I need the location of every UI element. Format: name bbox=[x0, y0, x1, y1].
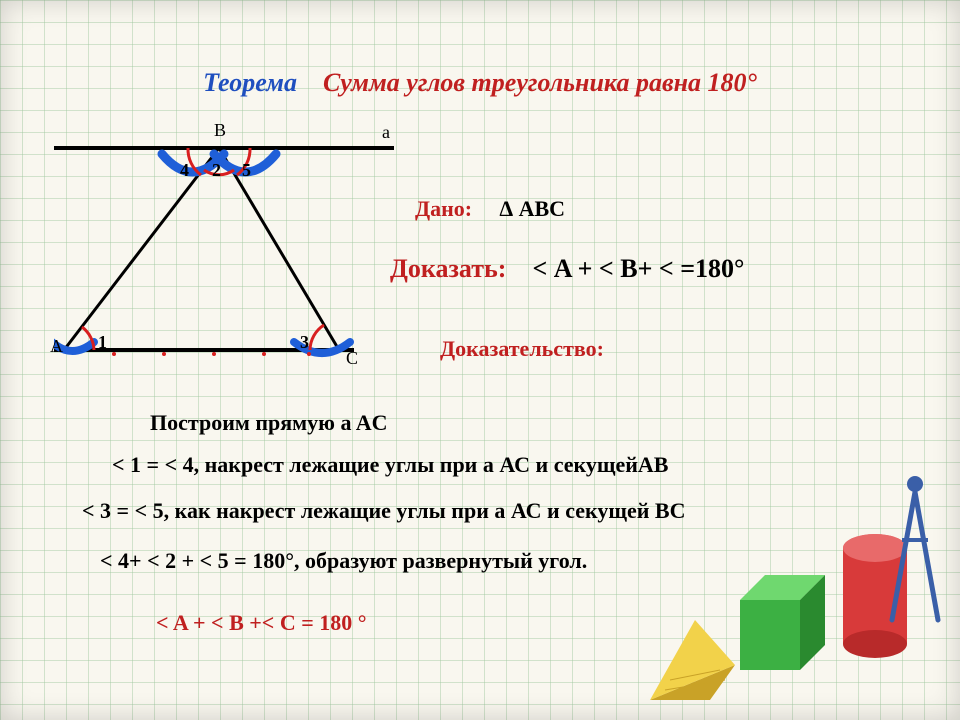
title-text: Сумма углов треугольника равна 180° bbox=[323, 68, 757, 97]
arc-3 bbox=[310, 325, 324, 350]
tick bbox=[162, 352, 166, 356]
slide: Теорема Сумма углов треугольника равна 1… bbox=[0, 0, 960, 720]
proof-line-2: < 1 = < 4, накрест лежащие углы при а АС… bbox=[112, 452, 668, 478]
angle-2: 2 bbox=[212, 160, 221, 181]
given-value: ∆ ABC bbox=[500, 196, 565, 221]
tick bbox=[262, 352, 266, 356]
angle-1: 1 bbox=[98, 332, 107, 353]
side-ab bbox=[64, 148, 219, 350]
proof-line-3: < 3 = < 5, как накрест лежащие углы при … bbox=[82, 498, 685, 524]
tick bbox=[212, 352, 216, 356]
given-label: Дано: bbox=[415, 196, 472, 221]
title-prefix: Теорема bbox=[203, 68, 297, 97]
angle-4: 4 bbox=[180, 160, 189, 181]
proof-line-1: Построим прямую a AC bbox=[150, 410, 388, 436]
label-line-a: a bbox=[382, 122, 390, 143]
label-b: B bbox=[214, 120, 226, 141]
triangle-diagram: A B C a 1 2 3 4 5 bbox=[54, 120, 374, 380]
side-bc bbox=[219, 148, 339, 350]
prove: Доказать: < A + < B+ < =180° bbox=[390, 254, 744, 284]
angle-5: 5 bbox=[242, 160, 251, 181]
prove-value: < A + < B+ < =180° bbox=[532, 254, 744, 283]
proof-conclusion: < A + < B +< C = 180 ° bbox=[156, 610, 367, 636]
label-a: A bbox=[50, 336, 63, 357]
prove-label: Доказать: bbox=[390, 254, 506, 283]
angle-3: 3 bbox=[300, 332, 309, 353]
proof-line-4: < 4+ < 2 + < 5 = 180°, образуют разверну… bbox=[100, 548, 587, 574]
label-c: C bbox=[346, 348, 358, 369]
proof-label: Доказательство: bbox=[440, 336, 604, 362]
title: Теорема Сумма углов треугольника равна 1… bbox=[0, 68, 960, 98]
tick bbox=[112, 352, 116, 356]
given: Дано: ∆ ABC bbox=[415, 196, 565, 222]
